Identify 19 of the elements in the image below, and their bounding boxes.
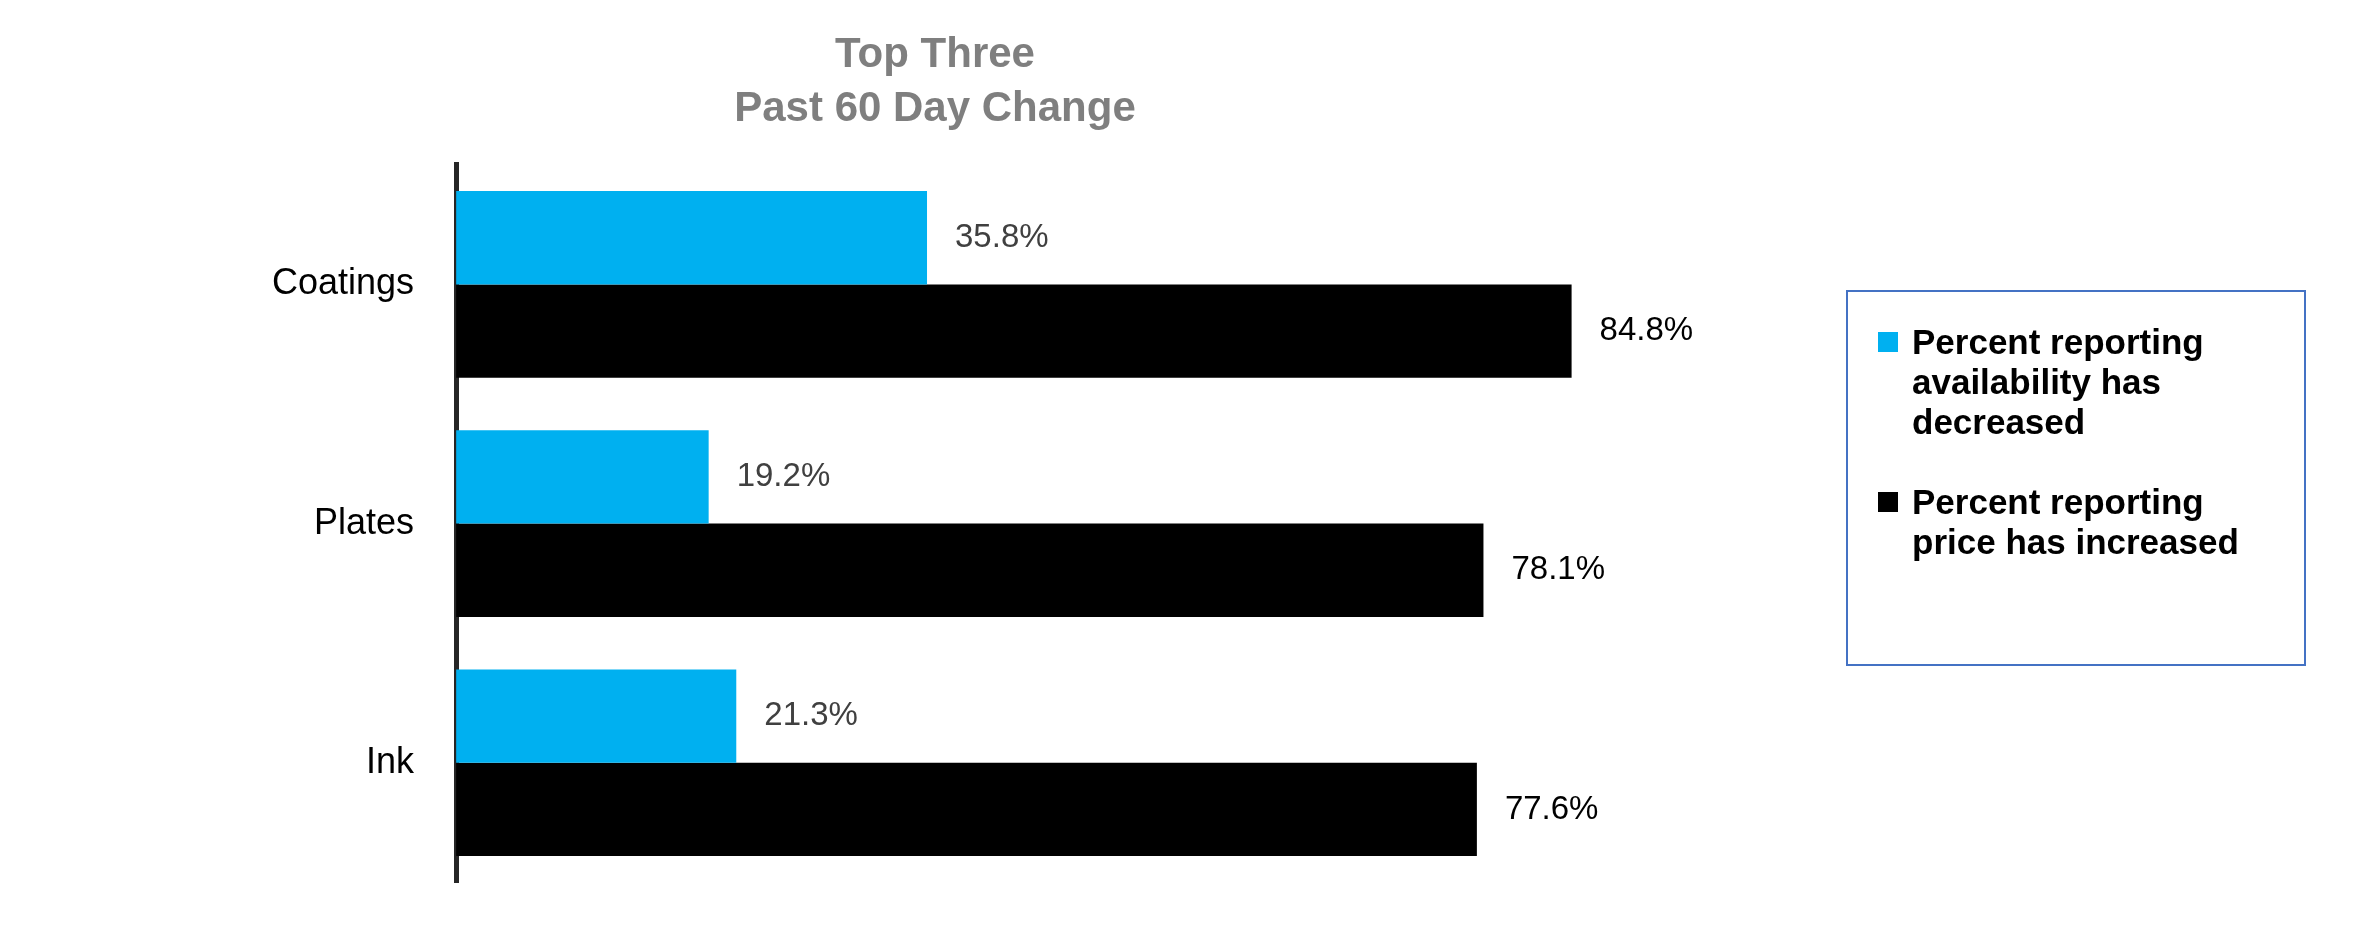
data-label: 78.1% — [1511, 549, 1606, 587]
bar — [456, 191, 928, 285]
y-tick-label: Plates — [314, 500, 415, 542]
data-label: 19.2% — [736, 456, 831, 494]
y-tick-label: Ink — [366, 739, 416, 781]
legend-label: Percent reporting availability has decreased — [1912, 322, 2205, 442]
bar — [456, 669, 737, 763]
chart-subtitle: Past 60 Day Change — [734, 83, 1136, 131]
bar — [456, 762, 1477, 857]
legend-label: Percent reporting price has increased — [1912, 482, 2240, 562]
data-label: 84.8% — [1599, 310, 1694, 348]
bar — [456, 284, 1572, 378]
data-label: 21.3% — [764, 695, 858, 733]
bar — [456, 430, 709, 524]
y-tick-label: Coatings — [271, 261, 415, 303]
data-label: 35.8% — [955, 216, 1049, 254]
chart-title: Top Three — [835, 28, 1035, 76]
bar — [456, 523, 1484, 617]
data-label: 77.6% — [1504, 788, 1599, 826]
